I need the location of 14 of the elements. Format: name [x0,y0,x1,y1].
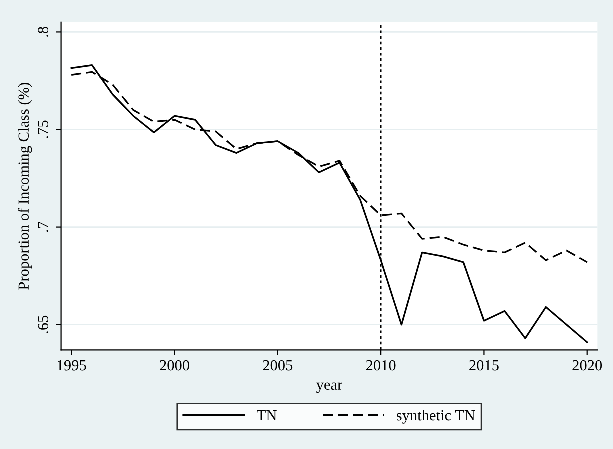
y-tick-label: .75 [38,120,49,138]
y-tick-label: .65 [38,316,49,334]
x-tick-label: 2005 [263,360,293,371]
legend-label: synthetic TN [397,410,476,424]
y-tick-label: .7 [38,222,49,232]
y-axis-title: Proportion of Incoming Class (%) [18,83,32,290]
x-tick-label: 2000 [160,360,190,371]
x-axis-title: year [316,382,342,394]
x-tick-label: 1995 [58,360,86,371]
x-tick-label: 2010 [366,360,396,371]
y-tick-label: .8 [38,27,49,37]
x-tick-label: 2020 [572,360,602,371]
x-tick-label: 2015 [470,360,499,371]
legend-label: TN [257,410,277,421]
